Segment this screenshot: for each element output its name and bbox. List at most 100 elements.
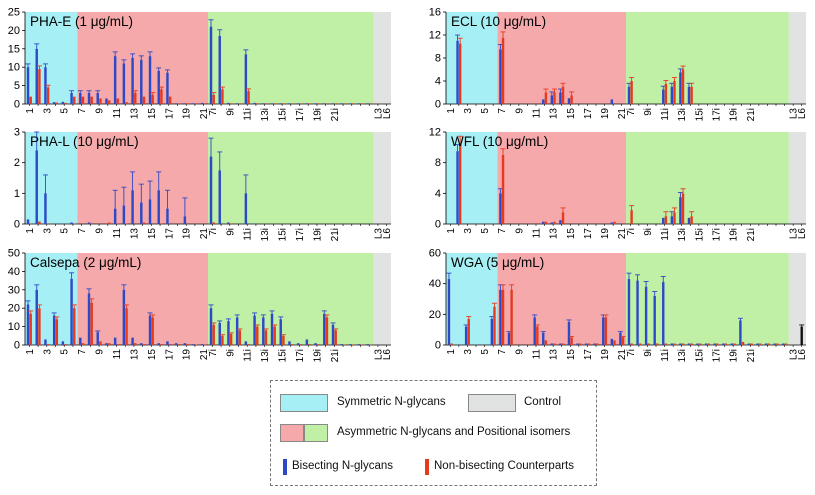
- region-bg-4: [373, 253, 391, 345]
- bar-nonbisecting: [142, 344, 146, 345]
- y-tick-label: 12: [429, 30, 441, 42]
- y-tick-label: 0: [14, 219, 20, 231]
- bar-nonbisecting: [553, 343, 556, 345]
- bar-bisecting: [113, 337, 117, 345]
- bar-bisecting: [235, 317, 239, 345]
- x-tick-label: 9i: [225, 228, 236, 236]
- x-tick-label: L6: [382, 228, 393, 240]
- bar-bisecting: [157, 190, 160, 224]
- bar-nonbisecting: [38, 69, 41, 104]
- bar-bisecting: [270, 103, 274, 104]
- legend-label-symmetric: Symmetric N-glycans: [337, 396, 446, 408]
- x-tick-label: L3: [789, 108, 800, 120]
- bar-nonbisecting: [195, 344, 198, 345]
- y-tick-label: 50: [8, 248, 20, 260]
- y-tick-label: 3: [14, 127, 20, 139]
- bar-bisecting: [96, 92, 99, 104]
- x-tick-label: 11i: [243, 349, 254, 362]
- bar-nonbisecting: [29, 96, 32, 104]
- x-tick-label: 15i: [694, 349, 705, 362]
- bar-nonbisecting: [450, 343, 453, 345]
- bar-bisecting: [713, 343, 716, 345]
- bar-bisecting: [357, 103, 361, 104]
- x-tick-label: 21: [617, 349, 628, 361]
- x-tick-label: 17: [583, 228, 594, 240]
- legend-swatch-bisecting: [283, 459, 287, 475]
- x-tick-label: 17i: [712, 349, 723, 362]
- bar-nonbisecting: [681, 193, 685, 224]
- bar-nonbisecting: [203, 103, 207, 104]
- region-bg-3: [208, 12, 374, 104]
- bar-bisecting: [70, 92, 73, 104]
- bar-bisecting: [87, 293, 91, 345]
- bar-bisecting: [279, 103, 282, 104]
- bar-bisecting: [192, 103, 195, 104]
- bar-bisecting: [174, 103, 178, 104]
- y-tick-label: 2: [14, 157, 20, 169]
- bar-nonbisecting: [221, 335, 224, 345]
- x-tick-label: L3: [373, 228, 384, 240]
- x-tick-label: 7i: [208, 228, 219, 236]
- bar-bisecting: [105, 343, 108, 345]
- x-tick-label: L6: [797, 108, 808, 120]
- bar-nonbisecting: [741, 341, 745, 345]
- bar-nonbisecting: [134, 92, 137, 104]
- legend-label-asymmetric: Asymmetric N-glycans and Positional isom…: [337, 426, 571, 438]
- bar-bisecting: [627, 279, 631, 345]
- bar-bisecting: [644, 286, 648, 345]
- y-tick-label: 30: [8, 284, 20, 296]
- bar-bisecting: [192, 344, 195, 345]
- bar-nonbisecting: [125, 223, 128, 224]
- bar-nonbisecting: [64, 102, 67, 104]
- bar-nonbisecting: [73, 223, 76, 224]
- bar-nonbisecting: [570, 337, 573, 345]
- bar-bisecting: [499, 289, 502, 345]
- bar-bisecting: [756, 343, 759, 345]
- bar-nonbisecting: [290, 103, 294, 104]
- y-tick-label: 0: [14, 99, 20, 111]
- y-tick-label: 25: [8, 7, 20, 19]
- region-bg-1: [446, 253, 498, 345]
- bar-nonbisecting: [673, 212, 676, 224]
- bar-nonbisecting: [99, 341, 102, 345]
- x-tick-label: L3: [373, 108, 384, 120]
- bar-bisecting: [218, 322, 221, 345]
- x-tick-label: 17: [583, 349, 594, 361]
- bar-bisecting: [183, 216, 187, 224]
- x-tick-label: 11i: [243, 228, 254, 241]
- bar-nonbisecting: [707, 343, 710, 345]
- bar-nonbisecting: [784, 343, 788, 345]
- bar-nonbisecting: [544, 92, 548, 104]
- bar-bisecting: [131, 337, 134, 345]
- bar-nonbisecting: [664, 216, 668, 224]
- bar-bisecting: [235, 103, 239, 104]
- bar-nonbisecting: [238, 330, 242, 345]
- bar-bisecting: [331, 324, 335, 345]
- x-tick-label: L6: [382, 349, 393, 361]
- x-tick-label: 15: [147, 228, 158, 240]
- bar-nonbisecting: [360, 103, 364, 104]
- region-bg-2: [77, 12, 209, 104]
- x-tick-label: 17i: [712, 108, 723, 121]
- bar-bisecting: [270, 313, 274, 345]
- bar-nonbisecting: [325, 103, 329, 104]
- bar-bisecting: [567, 322, 571, 345]
- bar-bisecting: [148, 56, 152, 104]
- bar-nonbisecting: [698, 343, 702, 345]
- bar-bisecting: [122, 63, 126, 104]
- bar-nonbisecting: [125, 308, 128, 345]
- bar-nonbisecting: [273, 326, 276, 345]
- y-tick-label: 4: [435, 76, 441, 88]
- bar-bisecting: [209, 308, 213, 345]
- bar-bisecting: [288, 341, 291, 345]
- bar-bisecting: [148, 315, 152, 345]
- bar-bisecting: [456, 151, 459, 224]
- bar-bisecting: [262, 317, 265, 345]
- x-tick-label: 21i: [330, 108, 341, 121]
- bar-bisecting: [704, 343, 708, 345]
- bar-bisecting: [507, 332, 511, 345]
- region-bg-1: [446, 12, 498, 104]
- bar-bisecting: [218, 35, 221, 104]
